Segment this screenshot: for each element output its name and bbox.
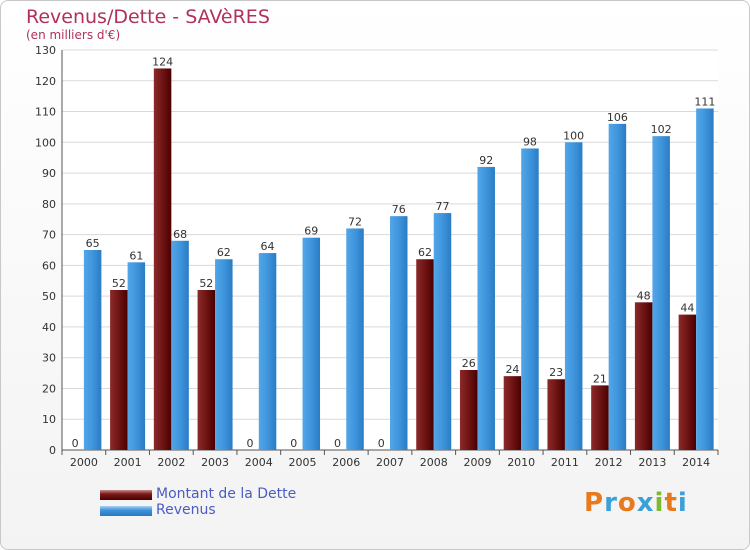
bar-revenus: [390, 216, 408, 450]
data-label-revenus: 68: [173, 228, 187, 241]
data-label-dette: 124: [152, 55, 173, 68]
y-tick-label: 60: [42, 259, 56, 272]
data-label-revenus: 76: [392, 203, 406, 216]
x-tick-label: 2002: [157, 456, 185, 469]
x-tick-label: 2005: [289, 456, 317, 469]
proxiti-logo: Proxiti: [584, 488, 688, 518]
bar-dette: [547, 379, 565, 450]
data-label-dette: 52: [112, 277, 126, 290]
data-label-revenus: 61: [129, 249, 143, 262]
data-label-revenus: 77: [435, 200, 449, 213]
bar-dette: [503, 376, 522, 450]
data-label-revenus: 62: [217, 246, 231, 259]
bar-dette: [110, 290, 128, 450]
bar-revenus: [302, 237, 321, 450]
x-tick-label: 2003: [201, 456, 229, 469]
bar-dette: [197, 290, 216, 450]
y-tick-label: 90: [42, 167, 56, 180]
data-label-revenus: 106: [607, 111, 628, 124]
chart-subtitle: (en milliers d'€): [26, 28, 121, 42]
data-label-dette: 52: [199, 277, 213, 290]
y-tick-label: 40: [42, 321, 56, 334]
bar-dette: [416, 259, 434, 450]
bar-revenus: [346, 228, 364, 450]
x-tick-label: 2004: [245, 456, 273, 469]
data-label-dette: 24: [505, 363, 519, 376]
bar-revenus: [258, 253, 277, 450]
data-label-revenus: 69: [304, 225, 318, 238]
data-label-dette: 0: [290, 437, 297, 450]
bar-revenus: [696, 108, 714, 450]
x-tick-label: 2008: [420, 456, 448, 469]
bar-revenus: [215, 259, 233, 450]
x-tick-label: 2000: [70, 456, 98, 469]
data-label-dette: 0: [247, 437, 254, 450]
bar-revenus: [521, 148, 539, 450]
y-tick-label: 110: [35, 106, 56, 119]
bar-dette: [634, 302, 653, 450]
chart-title: Revenus/Dette - SAVèRES: [26, 6, 270, 28]
logo-letter: x: [636, 488, 655, 518]
y-tick-label: 70: [42, 229, 56, 242]
x-tick-label: 2011: [551, 456, 579, 469]
data-label-dette: 44: [680, 302, 694, 315]
data-label-revenus: 92: [479, 154, 493, 167]
x-tick-label: 2007: [376, 456, 404, 469]
x-tick-label: 2010: [507, 456, 535, 469]
data-label-revenus: 72: [348, 215, 362, 228]
bar-revenus: [171, 240, 189, 450]
logo-letter: r: [604, 488, 618, 518]
data-label-dette: 0: [334, 437, 341, 450]
legend-swatch-revenus: [100, 506, 152, 516]
x-tick-label: 2006: [332, 456, 360, 469]
x-tick-label: 2013: [638, 456, 666, 469]
logo-letter: P: [584, 488, 605, 518]
x-tick-label: 2009: [463, 456, 491, 469]
bar-revenus: [433, 213, 452, 450]
data-label-revenus: 65: [86, 237, 100, 250]
data-label-dette: 48: [637, 289, 651, 302]
legend-label-dette: Montant de la Dette: [156, 486, 297, 502]
data-label-dette: 26: [462, 357, 476, 370]
bar-revenus: [564, 142, 583, 451]
x-tick-label: 2001: [114, 456, 142, 469]
data-label-dette: 62: [418, 246, 432, 259]
bar-dette: [678, 314, 697, 450]
data-label-revenus: 100: [563, 129, 584, 142]
data-label-dette: 0: [72, 437, 79, 450]
data-label-dette: 23: [549, 366, 563, 379]
y-tick-label: 80: [42, 198, 56, 211]
y-tick-label: 130: [35, 44, 56, 57]
bar-revenus: [127, 262, 146, 450]
x-tick-label: 2014: [682, 456, 710, 469]
logo-letter: o: [617, 488, 637, 518]
logo-letter: t: [664, 488, 678, 518]
data-label-revenus: 111: [694, 95, 715, 108]
y-tick-label: 10: [42, 413, 56, 426]
data-label-revenus: 102: [651, 123, 672, 136]
bar-revenus: [652, 136, 670, 450]
y-tick-label: 120: [35, 75, 56, 88]
logo-letter: i: [677, 488, 688, 518]
legend-label-revenus: Revenus: [156, 502, 216, 518]
x-tick-label: 2012: [595, 456, 623, 469]
bar-dette: [591, 385, 609, 450]
data-label-dette: 0: [378, 437, 385, 450]
y-tick-label: 50: [42, 290, 56, 303]
y-tick-label: 20: [42, 382, 56, 395]
bar-revenus: [477, 166, 495, 450]
bar-dette: [153, 68, 172, 450]
logo-letter: i: [654, 488, 665, 518]
data-label-revenus: 98: [523, 135, 537, 148]
legend-swatch-dette: [100, 490, 152, 500]
y-tick-label: 0: [49, 444, 56, 457]
data-label-dette: 21: [593, 372, 607, 385]
bar-dette: [459, 370, 478, 450]
bar-revenus: [83, 250, 102, 450]
y-tick-label: 30: [42, 352, 56, 365]
data-label-revenus: 64: [261, 240, 275, 253]
y-tick-label: 100: [35, 136, 56, 149]
bar-revenus: [608, 123, 627, 450]
